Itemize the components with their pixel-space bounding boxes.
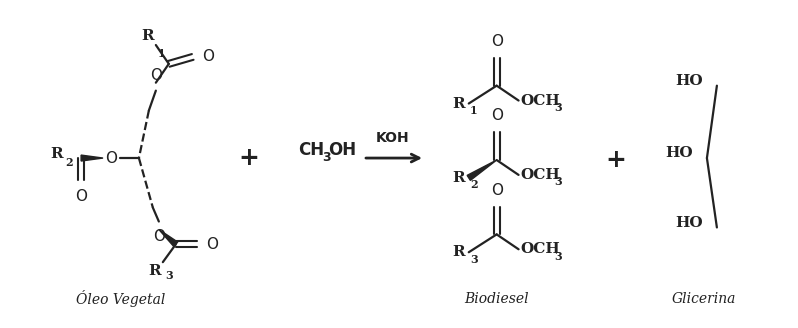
Text: OCH: OCH <box>520 93 560 108</box>
Text: OCH: OCH <box>520 168 560 182</box>
Polygon shape <box>81 155 103 161</box>
Text: OCH: OCH <box>520 242 560 256</box>
Text: HO: HO <box>675 74 703 88</box>
Text: 3: 3 <box>555 102 563 113</box>
Text: 3: 3 <box>555 251 563 262</box>
Text: Óleo Vegetal: Óleo Vegetal <box>77 290 166 307</box>
Text: O: O <box>491 34 503 49</box>
Text: 2: 2 <box>65 156 73 168</box>
Text: O: O <box>491 108 503 123</box>
Text: R: R <box>452 245 464 259</box>
Text: +: + <box>606 148 626 172</box>
Text: HO: HO <box>675 215 703 230</box>
Text: +: + <box>238 146 259 170</box>
Text: O: O <box>206 237 218 252</box>
Text: O: O <box>150 68 162 83</box>
Text: 3: 3 <box>322 151 331 164</box>
Text: O: O <box>491 183 503 198</box>
Text: R: R <box>141 29 154 43</box>
Text: O: O <box>202 50 214 64</box>
Text: R: R <box>452 96 464 111</box>
Text: 3: 3 <box>165 270 172 281</box>
Text: R: R <box>148 264 161 278</box>
Text: 3: 3 <box>555 176 563 187</box>
Text: O: O <box>75 189 87 204</box>
Text: O: O <box>105 151 117 166</box>
Text: Glicerina: Glicerina <box>672 292 736 306</box>
Text: HO: HO <box>666 146 693 160</box>
Text: OH: OH <box>328 141 357 159</box>
Text: KOH: KOH <box>376 131 410 145</box>
Polygon shape <box>159 230 178 247</box>
Text: 1: 1 <box>470 105 477 116</box>
Text: R: R <box>452 171 464 185</box>
Text: 3: 3 <box>470 254 477 265</box>
Text: 2: 2 <box>470 179 477 190</box>
Text: O: O <box>153 230 165 244</box>
Text: CH: CH <box>298 141 325 159</box>
Text: 1: 1 <box>158 48 165 59</box>
Text: R: R <box>50 147 63 161</box>
Polygon shape <box>467 160 496 180</box>
Text: Biodiesel: Biodiesel <box>464 292 529 306</box>
